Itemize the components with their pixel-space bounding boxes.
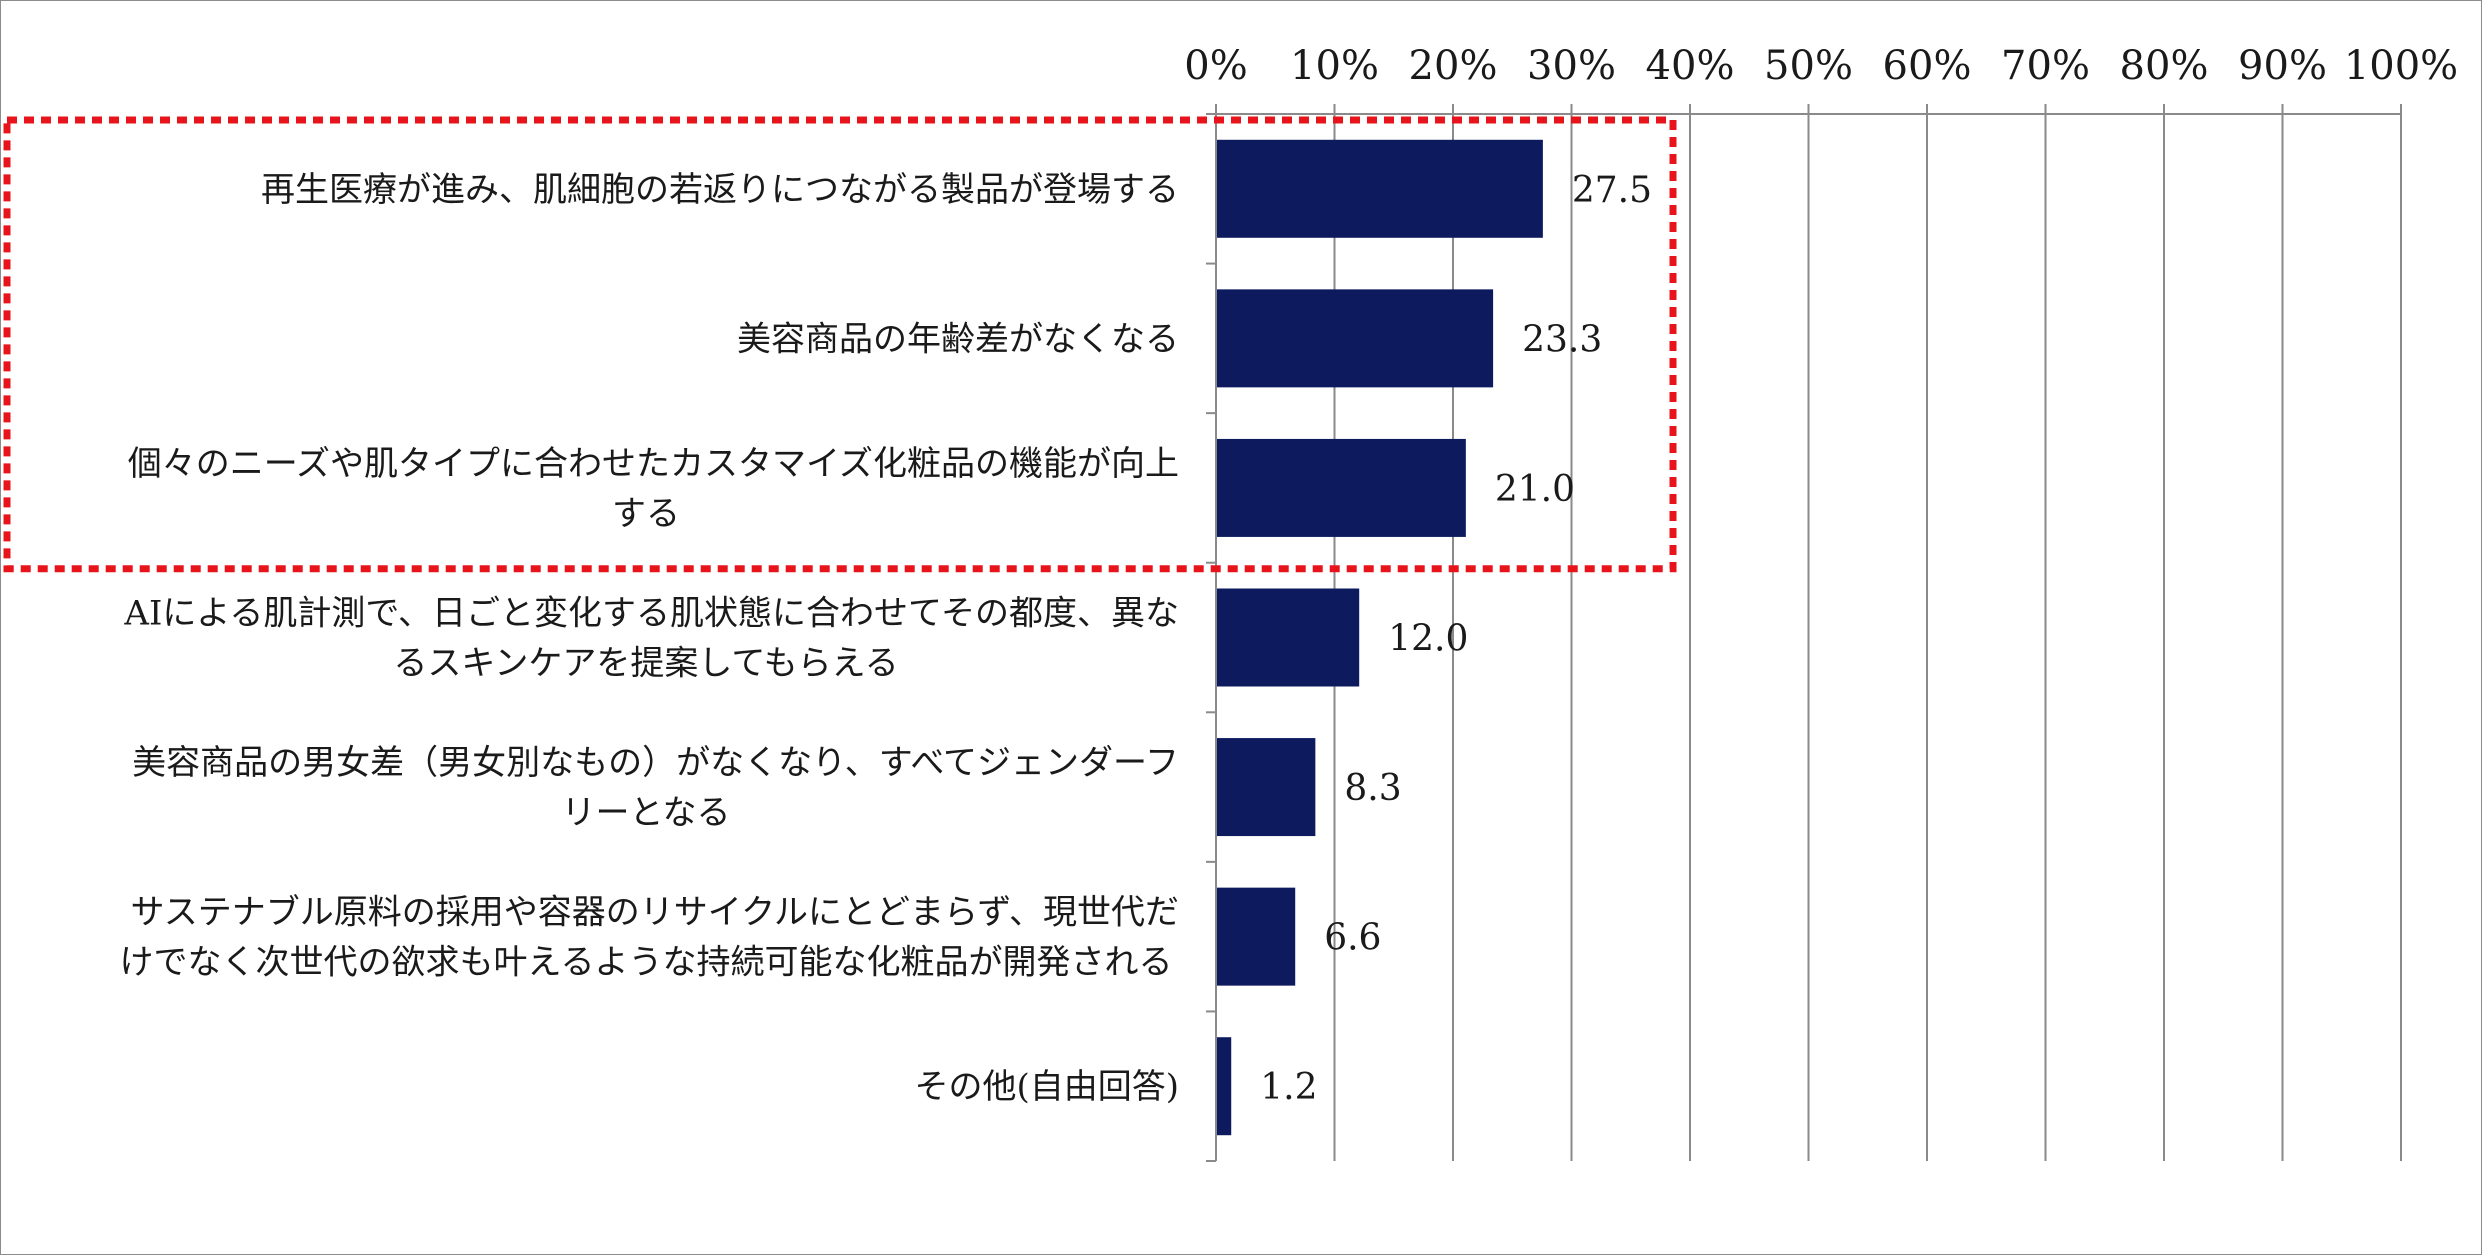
category-label: その他(自由回答): [914, 1067, 1179, 1107]
data-label: 8.3: [1344, 768, 1401, 809]
category-label-line: るスキンケアを提案してもらえる: [393, 644, 898, 684]
data-label: 12.0: [1388, 619, 1468, 660]
data-label: 27.5: [1572, 170, 1652, 211]
bar: [1217, 738, 1316, 837]
x-tick-labels: 0% 10% 20% 30% 40% 50% 60% 70% 80% 90% 100%: [1184, 43, 2458, 89]
x-tick-label: 90%: [2238, 43, 2327, 89]
category-label-line: リーとなる: [562, 793, 731, 833]
x-tick-label: 30%: [1527, 43, 1616, 89]
x-tick-label: 60%: [1883, 43, 1972, 89]
category-label-line: する: [612, 494, 680, 534]
x-tick-label: 0%: [1184, 43, 1247, 89]
category-label-line: 美容商品の男女差（男女別なもの）がなくなり、すべてジェンダーフ: [132, 743, 1179, 783]
category-label-line: 個々のニーズや肌タイプに合わせたカスタマイズ化粧品の機能が向上: [128, 444, 1179, 484]
bars: [1217, 139, 1543, 1136]
x-tick-label: 50%: [1764, 43, 1853, 89]
gridlines: [1333, 114, 2402, 1161]
x-tick-label: 80%: [2120, 43, 2209, 89]
data-label: 21.0: [1495, 469, 1575, 510]
category-label-line: けでなく次世代の欲求も叶えるような持続可能な化粧品が開発される: [120, 943, 1173, 983]
data-label: 23.3: [1522, 319, 1602, 360]
category-label-line: サステナブル原料の採用や容器のリサイクルにとどまらず、現世代だ: [130, 893, 1179, 933]
bar: [1217, 438, 1466, 537]
category-label: 美容商品の年齢差がなくなる: [737, 319, 1179, 359]
category-labels: 再生医療が進み、肌細胞の若返りにつながる製品が登場する美容商品の年齢差がなくなる…: [120, 170, 1179, 1107]
axes: [1206, 104, 2402, 1162]
bar: [1217, 1037, 1232, 1136]
category-label-line: AIによる肌計測で、日ごと変化する肌状態に合わせてその都度、異な: [123, 594, 1179, 634]
category-label: 再生医療が進み、肌細胞の若返りにつながる製品が登場する: [261, 170, 1179, 210]
x-tick-label: 20%: [1409, 43, 1498, 89]
data-label: 1.2: [1260, 1067, 1317, 1108]
value-labels: 27.5 23.3 21.0 12.0 8.3 6.6 1.2: [1260, 170, 1652, 1108]
bar: [1217, 887, 1296, 986]
bar: [1217, 289, 1494, 388]
x-tick-label: 100%: [2344, 43, 2458, 89]
x-tick-label: 40%: [1646, 43, 1735, 89]
bar: [1217, 588, 1360, 687]
data-label: 6.6: [1324, 918, 1381, 959]
x-tick-label: 10%: [1290, 43, 1379, 89]
bar: [1217, 139, 1543, 238]
x-tick-label: 70%: [2001, 43, 2090, 89]
highlight-group: [3, 116, 1677, 573]
highlight-box: [3, 116, 1677, 573]
